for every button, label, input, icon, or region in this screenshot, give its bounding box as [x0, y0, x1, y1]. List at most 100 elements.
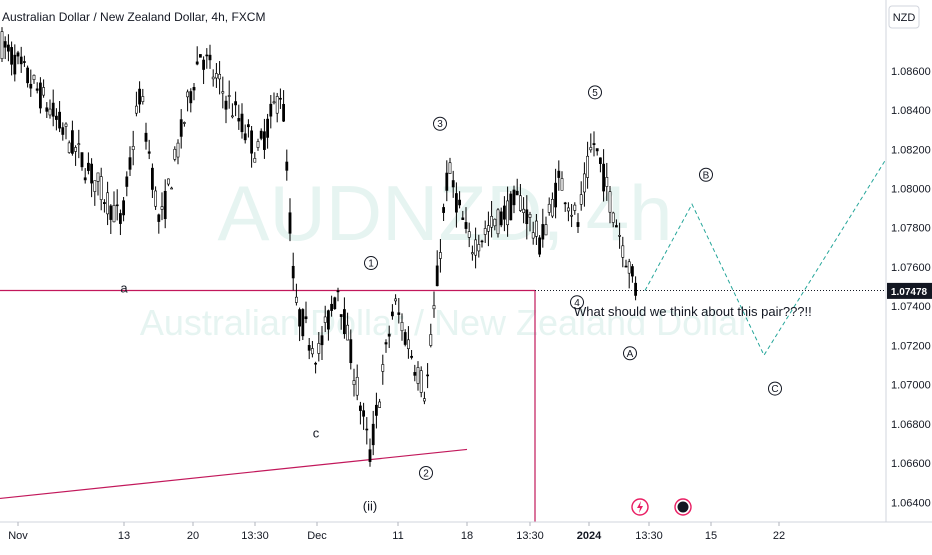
candle-body — [259, 130, 263, 139]
candle-body — [394, 298, 398, 302]
y-tick-label: 1.08200 — [891, 144, 931, 156]
candle-body — [51, 102, 55, 117]
candle-body — [278, 97, 282, 100]
candle-body — [483, 228, 487, 235]
candle-body — [291, 265, 295, 279]
candle-body — [138, 88, 142, 105]
wave-label-text: 4 — [574, 298, 580, 309]
wave-label-text: C — [771, 384, 778, 395]
candle-body — [87, 162, 90, 171]
candle-body — [579, 194, 583, 205]
candle-body — [320, 335, 324, 346]
currency-button[interactable] — [888, 5, 920, 29]
candle-body — [598, 157, 602, 164]
candle-body — [218, 74, 222, 80]
candle-body — [224, 100, 228, 110]
candle-body — [365, 428, 369, 431]
candle-body — [614, 225, 618, 228]
candle-body — [493, 218, 497, 227]
candle-body — [80, 152, 84, 168]
text-label: c — [313, 426, 320, 441]
wave-label-text: B — [703, 170, 710, 181]
candle-body — [630, 266, 634, 277]
candle-body — [285, 161, 289, 171]
candle-body — [128, 157, 132, 170]
candle-body — [61, 127, 65, 135]
candle-body — [381, 364, 385, 372]
y-tick-label: 1.08600 — [891, 66, 931, 78]
text-label: (ii) — [363, 498, 377, 513]
candle-body — [544, 224, 548, 236]
candle-body — [624, 265, 628, 268]
candles-layer — [0, 27, 638, 467]
candle-body — [147, 151, 151, 154]
trend-line — [0, 448, 468, 500]
candle-body — [247, 124, 250, 128]
candle-body — [173, 148, 177, 160]
candle-body — [496, 209, 500, 235]
candle-body — [231, 115, 234, 118]
time-axis[interactable]: Nov 13 20 13:30 Dec 11 18 13:30 2024 13:30 15 22 — [8, 522, 785, 542]
candle-body — [77, 143, 81, 146]
candle-body — [435, 265, 439, 287]
currency-label: NZD — [893, 12, 916, 24]
candle-body — [416, 367, 420, 384]
candle-body — [310, 348, 314, 355]
candle-body — [266, 118, 270, 138]
candle-body — [410, 355, 414, 358]
x-tick-label: 13:30 — [516, 530, 544, 542]
wave-label-circle — [364, 256, 378, 271]
candle-body — [227, 95, 231, 97]
candle-body — [183, 122, 186, 124]
y-tick-label: 1.08000 — [891, 183, 931, 195]
candle-body — [202, 59, 206, 70]
candle-body — [534, 220, 538, 237]
candle-body — [32, 74, 36, 80]
wave-label-circle — [623, 346, 637, 361]
candle-body — [582, 173, 586, 193]
candle-body — [22, 61, 26, 63]
candle-body — [547, 203, 551, 213]
candle-body — [243, 133, 247, 141]
y-tick-label: 1.07800 — [891, 223, 931, 235]
candle-body — [589, 147, 593, 151]
candle-body — [71, 130, 74, 154]
price-axis[interactable]: 1.08600 1.08400 1.08200 1.08000 1.07800 1.076… — [891, 66, 931, 510]
candle-body — [627, 261, 631, 274]
candle-body — [634, 282, 638, 296]
candle-body — [282, 104, 286, 122]
last-price-label: 1.07478 — [891, 287, 928, 298]
candle-body — [0, 31, 4, 60]
candle-body — [554, 182, 558, 208]
candle-body — [74, 147, 78, 152]
wave-label-text: 3 — [437, 119, 443, 130]
candle-body — [573, 204, 577, 211]
candle-body — [154, 190, 158, 207]
candle-body — [400, 322, 404, 332]
candle-body — [45, 107, 49, 112]
candle-body — [294, 296, 298, 303]
candle-body — [250, 130, 254, 154]
candle-body — [346, 324, 350, 341]
y-tick-label: 1.07200 — [891, 340, 931, 352]
candle-body — [506, 200, 510, 226]
candle-body — [618, 235, 622, 237]
candle-body — [560, 178, 564, 191]
level-box — [0, 289, 886, 522]
candle-body — [144, 132, 148, 142]
candle-body — [83, 177, 87, 181]
candle-body — [387, 333, 391, 337]
candle-body — [298, 309, 302, 327]
candle-body — [595, 148, 599, 152]
candle-body — [93, 180, 97, 192]
watermark-ticker: AUDNZD, 4h — [217, 169, 672, 257]
candle-body — [119, 213, 122, 224]
candle-body — [490, 216, 494, 228]
candle-body — [602, 163, 606, 192]
candle-body — [90, 163, 94, 184]
candle-body — [288, 212, 292, 234]
candle-body — [99, 176, 103, 200]
candle-body — [563, 202, 567, 205]
